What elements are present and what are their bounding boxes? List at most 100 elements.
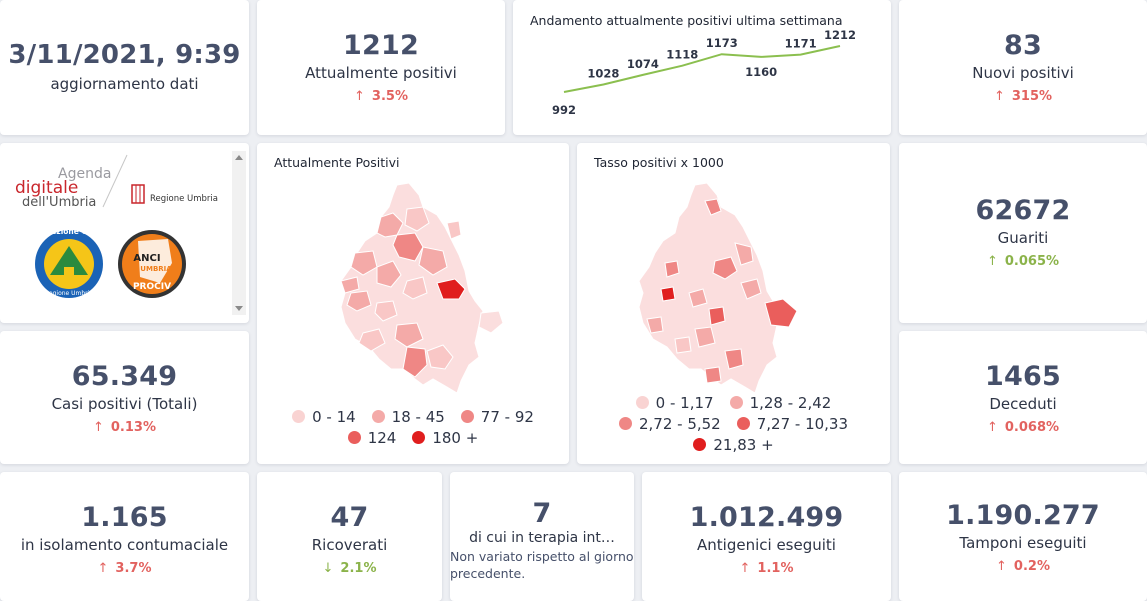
map1-legend-item[interactable]: 18 - 45: [371, 407, 445, 428]
isolamento-card[interactable]: 1.165 in isolamento contumaciale ↑ 3.7%: [0, 472, 249, 601]
map2-legend-label: 2,72 - 5,52: [638, 415, 721, 433]
map1-legend: 0 - 14 18 - 45 77 - 92 124 180 +: [257, 407, 569, 449]
legend-dot-icon: [693, 438, 707, 451]
nuovi-change: ↑ 315%: [899, 89, 1147, 104]
trend-point-label: 1173: [706, 36, 738, 50]
nuovi-value: 83: [1004, 30, 1042, 61]
deceduti-change-value: 0.068%: [1004, 420, 1060, 435]
up-arrow-icon: ↑: [739, 561, 751, 576]
map1-card[interactable]: Attualmente Positivi 0 - 14 18 - 45 77 - 9…: [257, 143, 569, 464]
map1-legend-label: 77 - 92: [480, 408, 534, 426]
tamponi-card[interactable]: 1.190.277 Tamponi eseguiti ↑ 0.2%: [899, 472, 1147, 601]
update-datetime: 3/11/2021, 9:39: [8, 40, 241, 70]
anci-line2: UMBRIA: [140, 265, 172, 273]
ricoverati-change-value: 2.1%: [340, 561, 377, 576]
map1-highlight-region[interactable]: [436, 278, 466, 300]
map2-legend-item[interactable]: 0 - 1,17: [635, 393, 714, 414]
up-arrow-icon: ↑: [996, 559, 1007, 574]
legend-dot-icon: [371, 410, 385, 423]
positivi-change: ↑ 3.5%: [257, 89, 505, 104]
up-arrow-icon: ↑: [354, 89, 365, 104]
tamponi-label: Tamponi eseguiti: [959, 534, 1087, 552]
map1-legend-label: 0 - 14: [312, 408, 356, 426]
trend-point-label: 1171: [785, 37, 817, 51]
up-arrow-icon: ↑: [92, 420, 104, 435]
legend-dot-icon: [460, 410, 474, 423]
trend-line: [563, 45, 841, 93]
map2-legend-item[interactable]: 1,28 - 2,42: [729, 393, 831, 414]
guariti-change-value: 0.065%: [1004, 254, 1060, 269]
legend-dot-icon: [618, 417, 632, 430]
nuovi-change-value: 315%: [1011, 89, 1053, 104]
nuovi-card[interactable]: 83 Nuovi positivi ↑ 315%: [899, 0, 1147, 135]
map2-legend-label: 7,27 - 10,33: [756, 415, 849, 433]
up-arrow-icon: ↑: [986, 254, 998, 269]
update-label: aggiornamento dati: [50, 75, 199, 93]
tamponi-value: 1.190.277: [946, 500, 1100, 531]
map2-legend-label: 21,83 +: [713, 436, 774, 454]
deceduti-card[interactable]: 1465 Deceduti ↑ 0.068%: [899, 331, 1147, 464]
map1-legend-item[interactable]: 77 - 92: [460, 407, 534, 428]
deceduti-value: 1465: [985, 361, 1061, 392]
trend-title: Andamento attualmente positivi ultima se…: [530, 13, 843, 28]
guariti-card[interactable]: 62672 Guariti ↑ 0.065%: [899, 143, 1147, 323]
positivi-change-value: 3.5%: [371, 89, 408, 104]
positivi-card[interactable]: 1212 Attualmente positivi ↑ 3.5%: [257, 0, 505, 135]
map1-title: Attualmente Positivi: [274, 155, 400, 170]
antigenici-change-value: 1.1%: [757, 561, 794, 576]
antigenici-card[interactable]: 1.012.499 Antigenici eseguiti ↑ 1.1%: [642, 472, 891, 601]
down-arrow-icon: ↓: [322, 561, 334, 576]
logos-panel: Agenda digitale dell'Umbria Regione Umbr…: [15, 154, 218, 298]
map2-card[interactable]: Tasso positivi x 1000 0 - 1,17 1,28 - 2,4…: [577, 143, 890, 464]
agenda-line3: dell'Umbria: [22, 195, 96, 210]
trend-point-label: 992: [552, 103, 576, 117]
scroll-down-icon[interactable]: [235, 306, 243, 311]
map1-legend-label: 124: [367, 429, 397, 447]
guariti-change: ↑ 0.065%: [899, 254, 1147, 269]
map2-legend-item[interactable]: 21,83 +: [693, 435, 774, 456]
map2-legend-label: 0 - 1,17: [655, 394, 714, 412]
legend-dot-icon: [347, 431, 361, 444]
map1-umbria-map[interactable]: [257, 143, 569, 464]
positivi-value: 1212: [343, 30, 419, 61]
anci-line1: ANCI: [133, 253, 160, 264]
ricoverati-card[interactable]: 47 Ricoverati ↓ 2.1%: [257, 472, 442, 601]
trend-point-label: 1028: [587, 67, 619, 81]
casi-card[interactable]: 65.349 Casi positivi (Totali) ↑ 0.13%: [0, 331, 249, 464]
positivi-label: Attualmente positivi: [305, 64, 457, 82]
casi-change-value: 0.13%: [110, 420, 156, 435]
terapia-card[interactable]: 7 di cui in terapia int… Non variato ris…: [450, 472, 634, 601]
isolamento-label: in isolamento contumaciale: [20, 536, 229, 554]
map1-legend-item[interactable]: 124: [347, 428, 397, 449]
isolamento-value: 1.165: [81, 502, 168, 533]
map2-umbria-map[interactable]: [577, 143, 890, 464]
up-arrow-icon: ↑: [97, 561, 109, 576]
map1-legend-item[interactable]: 180 +: [412, 428, 478, 449]
update-card: 3/11/2021, 9:39 aggiornamento dati: [0, 0, 249, 135]
protezione-sub: Regione Umbria: [45, 290, 93, 297]
map1-legend-label: 18 - 45: [391, 408, 445, 426]
tamponi-change: ↑ 0.2%: [899, 559, 1147, 574]
guariti-value: 62672: [975, 195, 1071, 226]
map2-legend-item[interactable]: 2,72 - 5,52: [618, 414, 721, 435]
trend-card[interactable]: Andamento attualmente positivi ultima se…: [513, 0, 891, 135]
scroll-up-icon[interactable]: [235, 155, 243, 160]
agenda-digitale-logo: Agenda digitale dell'Umbria: [15, 166, 111, 210]
legend-dot-icon: [729, 396, 743, 409]
antigenici-change: ↑ 1.1%: [642, 561, 891, 576]
casi-label: Casi positivi (Totali): [51, 395, 198, 413]
trend-point-label: 1074: [627, 57, 659, 71]
map2-legend: 0 - 1,17 1,28 - 2,42 2,72 - 5,52 7,27 - 10…: [577, 393, 890, 456]
map1-legend-item[interactable]: 0 - 14: [292, 407, 356, 428]
protezione-label: Protezione Civile: [33, 227, 104, 236]
antigenici-label: Antigenici eseguiti: [697, 536, 836, 554]
map1-legend-label: 180 +: [432, 429, 479, 447]
terapia-note: Non variato rispetto al giorno precedent…: [450, 549, 634, 581]
nuovi-label: Nuovi positivi: [972, 64, 1074, 82]
trend-point-label: 1212: [824, 28, 856, 42]
logos-scrollbar[interactable]: [232, 151, 246, 315]
antigenici-value: 1.012.499: [689, 502, 844, 533]
map2-highlight-region[interactable]: [660, 286, 676, 302]
legend-dot-icon: [635, 396, 649, 409]
map2-legend-item[interactable]: 7,27 - 10,33: [736, 414, 849, 435]
